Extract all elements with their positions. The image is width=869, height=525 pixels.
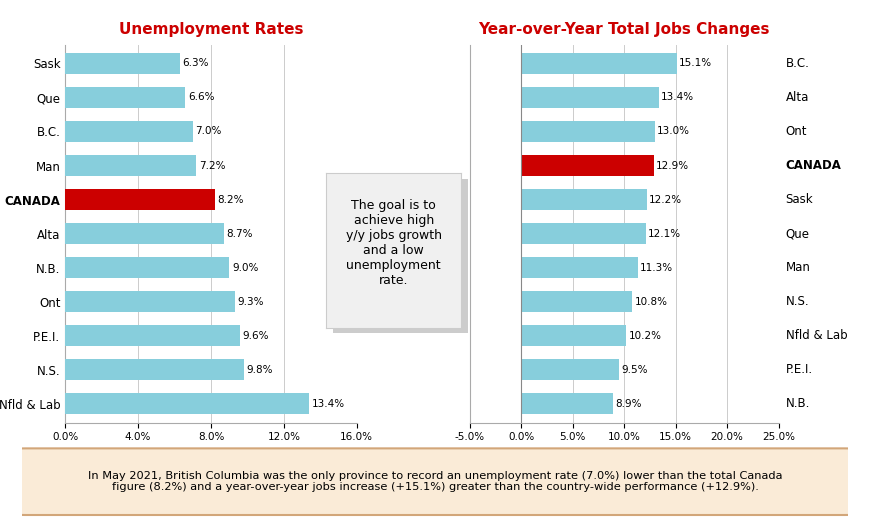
Text: 12.9%: 12.9% [655, 161, 688, 171]
Text: 9.6%: 9.6% [242, 331, 269, 341]
Text: Ont: Ont [785, 125, 806, 138]
Text: 11.3%: 11.3% [639, 262, 672, 272]
Bar [521, 87, 659, 108]
Text: 8.9%: 8.9% [614, 399, 640, 409]
Text: 13.4%: 13.4% [312, 399, 345, 409]
Title: Unemployment Rates: Unemployment Rates [118, 22, 303, 37]
Bar [521, 257, 637, 278]
Bar [521, 155, 653, 176]
Text: 7.2%: 7.2% [199, 161, 225, 171]
Bar [65, 359, 243, 381]
Bar [65, 53, 180, 74]
Bar [65, 189, 215, 210]
Bar [65, 291, 235, 312]
Bar [521, 121, 654, 142]
Text: P.E.I.: P.E.I. [785, 363, 812, 376]
Text: B.C.: B.C. [785, 57, 808, 70]
Text: Alta: Alta [785, 91, 808, 104]
Text: 9.5%: 9.5% [620, 365, 647, 375]
Bar [521, 359, 619, 381]
Text: Sask: Sask [785, 193, 813, 206]
Text: 7.0%: 7.0% [196, 127, 222, 136]
Text: 13.4%: 13.4% [660, 92, 693, 102]
Text: 8.7%: 8.7% [226, 228, 253, 239]
Text: Man: Man [785, 261, 810, 274]
FancyBboxPatch shape [10, 448, 859, 515]
Bar [521, 53, 676, 74]
Text: N.B.: N.B. [785, 397, 809, 411]
Text: 9.0%: 9.0% [232, 262, 258, 272]
Text: N.S.: N.S. [785, 295, 808, 308]
Text: In May 2021, British Columbia was the only province to record an unemployment ra: In May 2021, British Columbia was the on… [88, 471, 781, 492]
Text: CANADA: CANADA [785, 159, 840, 172]
Bar [521, 223, 645, 244]
Bar [521, 291, 632, 312]
Bar [65, 121, 193, 142]
Bar [65, 223, 223, 244]
Text: Que: Que [785, 227, 809, 240]
Bar [521, 189, 647, 210]
Bar [65, 87, 185, 108]
Text: 10.2%: 10.2% [627, 331, 660, 341]
Bar [65, 257, 229, 278]
Text: 15.1%: 15.1% [678, 58, 711, 68]
Bar [521, 325, 626, 347]
Text: 13.0%: 13.0% [656, 127, 689, 136]
Text: 9.3%: 9.3% [237, 297, 263, 307]
Text: 9.8%: 9.8% [246, 365, 273, 375]
Text: 6.3%: 6.3% [182, 58, 209, 68]
Bar [65, 155, 196, 176]
Bar [65, 325, 240, 347]
Text: The goal is to
achieve high
y/y jobs growth
and a low
unemployment
rate.: The goal is to achieve high y/y jobs gro… [345, 199, 441, 287]
Bar [521, 393, 612, 414]
Text: 10.8%: 10.8% [634, 297, 667, 307]
Text: 12.1%: 12.1% [647, 228, 680, 239]
Text: 8.2%: 8.2% [217, 195, 243, 205]
Title: Year-over-Year Total Jobs Changes: Year-over-Year Total Jobs Changes [478, 22, 769, 37]
Bar [65, 393, 309, 414]
Text: 6.6%: 6.6% [188, 92, 215, 102]
Text: 12.2%: 12.2% [648, 195, 681, 205]
Text: Nfld & Lab: Nfld & Lab [785, 329, 846, 342]
